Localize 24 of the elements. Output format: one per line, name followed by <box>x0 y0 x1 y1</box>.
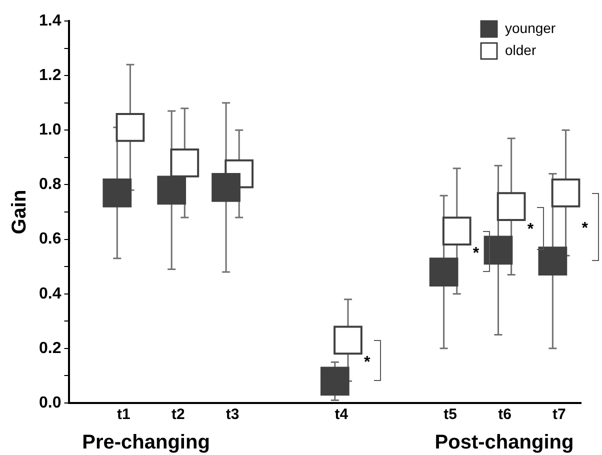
text: Pre-changing <box>82 432 210 454</box>
y-tick-label: 0.2 <box>38 340 62 357</box>
y-tick-label: 1.2 <box>38 66 62 84</box>
text: * <box>582 220 588 237</box>
annotation: * <box>472 244 480 262</box>
y-tick-label: 0.8 <box>38 176 62 194</box>
annotation: * <box>364 354 370 371</box>
x-tick-label: t5 <box>444 406 458 424</box>
y-tick-label: 0.4 <box>38 285 62 302</box>
legend-label: younger <box>505 20 556 36</box>
x-tick-label: t7 <box>552 406 566 424</box>
y-tick-label: 0.0 <box>38 394 62 412</box>
y-axis-title: Gain <box>8 190 31 234</box>
legend-label: older <box>505 42 536 58</box>
y-tick-label: 1.0 <box>38 122 62 139</box>
y-tick-label: 1.4 <box>38 12 62 30</box>
text: Post-changing <box>434 432 574 454</box>
y-tick-label: 0.6 <box>38 230 62 248</box>
x-tick-label: t2 <box>171 406 185 424</box>
x-tick-label: t1 <box>117 406 130 424</box>
annotation: * <box>527 221 534 238</box>
x-tick-label: t3 <box>226 406 240 424</box>
x-tick-label: t6 <box>498 406 512 424</box>
x-tick-label: t4 <box>334 406 349 424</box>
